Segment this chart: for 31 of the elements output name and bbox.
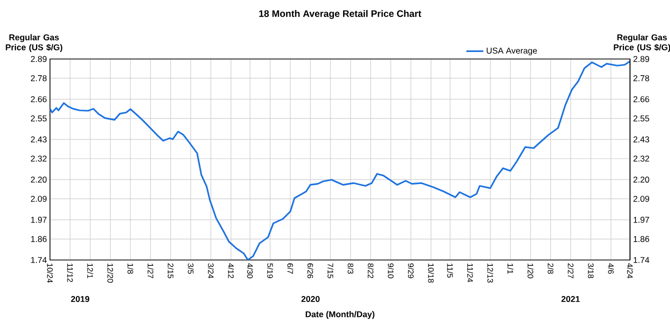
- y-tick-label: 2.78: [30, 75, 47, 82]
- x-axis-title: Date (Month/Day): [306, 311, 374, 319]
- y-tick-label: 2.89: [30, 56, 47, 62]
- y2-tick-label: 1.97: [634, 216, 650, 223]
- text: 2020: [301, 296, 320, 302]
- y2-tick-label: 2.78: [633, 75, 650, 82]
- y2-tick-label: 2.32: [633, 156, 650, 162]
- chart-title: 18 Month Average Retail Price Chart: [259, 10, 422, 19]
- y2-tick-label: 2.89: [633, 56, 650, 62]
- y-tick-label: 2.09: [30, 196, 47, 202]
- y-tick-label: 1.74: [31, 257, 47, 263]
- y2-tick-label: 2.09: [633, 196, 650, 202]
- y2-tick-label: 2.66: [633, 96, 650, 102]
- text: 2019: [71, 296, 90, 302]
- y2-tick-label: 2.43: [633, 136, 650, 142]
- y-tick-label: 1.86: [31, 236, 47, 242]
- y2-axis-title: Regular Gas Price (US $/G): [614, 34, 670, 52]
- line-series: [50, 60, 630, 260]
- y-tick-label: 2.55: [30, 115, 47, 122]
- y2-tick-label: 2.20: [633, 176, 650, 183]
- y-tick-label: 2.32: [30, 156, 47, 162]
- y2-tick-label: 1.86: [634, 236, 650, 242]
- y-axis-title: Regular Gas Price (US $/G): [6, 34, 62, 52]
- y-tick-label: 1.97: [31, 216, 47, 223]
- y2-tick-label: 1.74: [634, 257, 650, 263]
- y-tick-label: 2.20: [30, 176, 47, 183]
- legend-label: USA Average: [486, 48, 537, 56]
- text: 2021: [561, 296, 580, 302]
- y-tick-label: 2.66: [30, 96, 47, 102]
- y2-tick-label: 2.55: [633, 115, 650, 122]
- y-tick-label: 2.43: [30, 136, 47, 142]
